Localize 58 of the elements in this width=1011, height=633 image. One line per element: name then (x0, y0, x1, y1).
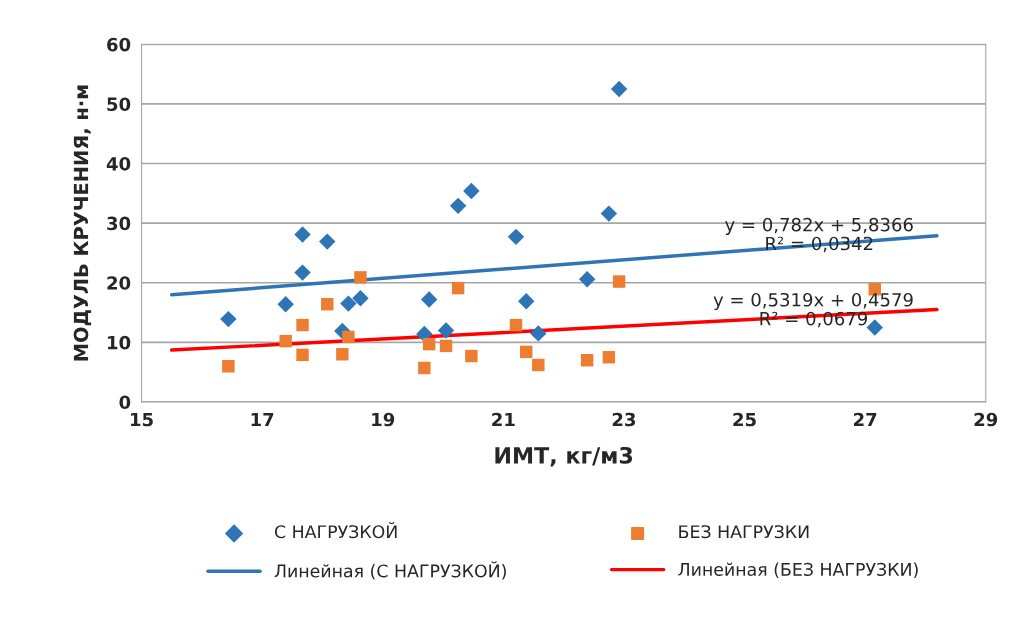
point (420, 291, 438, 308)
point (530, 325, 547, 342)
point (610, 80, 628, 98)
point (296, 348, 309, 362)
point (509, 318, 523, 332)
x-tick-label: 21 (492, 412, 515, 427)
x-tick-label: 23 (612, 412, 636, 427)
y-tick-label: 30 (107, 216, 131, 231)
x-tick-label: 17 (251, 412, 274, 427)
point (294, 264, 311, 281)
point (352, 290, 369, 307)
point (220, 310, 237, 328)
y-tick-label: 0 (119, 395, 131, 410)
point (866, 319, 883, 336)
legend-label: Линейная (С НАГРУЗКОЙ) (274, 561, 506, 580)
point (449, 197, 467, 215)
y-tick-label: 50 (107, 97, 131, 112)
y-tick-label: 40 (106, 156, 131, 171)
y-axis-title: МОДУЛЬ КРУЧЕНИЯ, н·м (73, 85, 92, 361)
point (465, 349, 478, 363)
point (520, 345, 533, 359)
y-tick-label: 10 (108, 335, 131, 350)
point (602, 351, 616, 364)
point (600, 205, 618, 222)
point (340, 295, 357, 312)
legend-label: С НАГРУЗКОЙ (274, 521, 397, 539)
x-tick-label: 19 (372, 412, 395, 427)
x-tick-label: 15 (131, 412, 153, 427)
point (578, 270, 596, 288)
point (222, 359, 235, 373)
point (354, 271, 367, 284)
point (439, 339, 453, 353)
point (437, 322, 455, 339)
y-tick-label: 20 (107, 276, 131, 290)
x-tick-label: 27 (853, 412, 877, 427)
point (422, 337, 436, 351)
point (463, 182, 480, 200)
x-axis-title: ИМТ, кг/м3 (495, 446, 633, 467)
point (532, 358, 545, 372)
point (507, 228, 525, 246)
legend-label: БЕЗ НАГРУЗКИ (679, 525, 809, 539)
point (518, 293, 535, 310)
point (451, 281, 465, 295)
x-tick-label: 29 (974, 412, 998, 427)
point (336, 348, 349, 361)
point (296, 318, 309, 332)
point (612, 275, 626, 288)
point (321, 297, 334, 311)
y-tick-label: 60 (107, 37, 131, 52)
point (277, 295, 294, 313)
point (279, 334, 292, 348)
legend-label: Линейная (БЕЗ НАГРУЗКИ) (678, 562, 918, 578)
point (418, 361, 431, 375)
point (319, 233, 336, 250)
x-tick-label: 25 (733, 412, 756, 427)
point (580, 354, 594, 367)
point (294, 226, 311, 243)
point (342, 330, 355, 344)
